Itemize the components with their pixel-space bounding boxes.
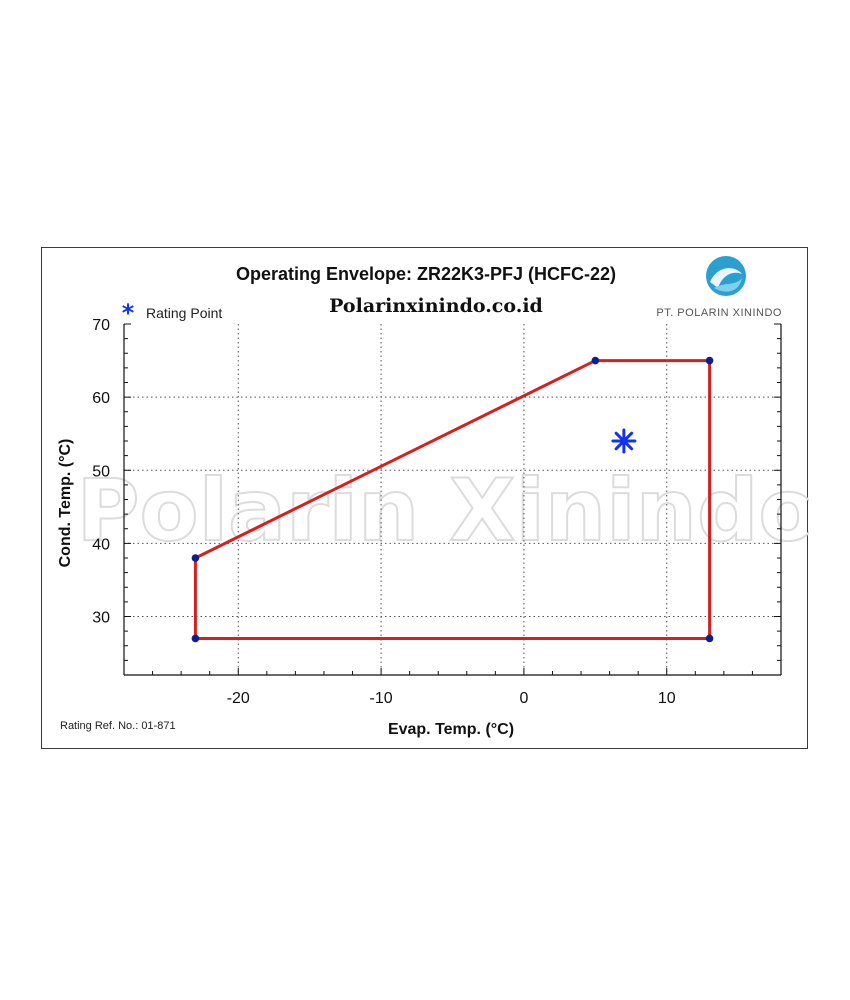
rating-point-marker — [611, 428, 637, 454]
axes-layer: -20 -10 0 10 30 40 50 60 70 — [92, 317, 782, 707]
envelope-vertex-marker — [191, 634, 200, 643]
chart-svg: Polarin Xinindo PT. POLARIN XININDO Oper… — [57, 256, 809, 738]
envelope-vertex-marker — [705, 356, 714, 365]
company-name: PT. POLARIN XININDO — [656, 307, 782, 319]
envelope-vertex-marker — [591, 356, 600, 365]
legend-label-rating-point: Rating Point — [146, 305, 222, 321]
envelope-line — [193, 359, 712, 640]
x-tick-label: 0 — [519, 690, 528, 707]
rating-ref-number: Rating Ref. No.: 01-871 — [60, 720, 176, 732]
legend-marker-asterisk: * — [122, 299, 135, 327]
chart-frame: Polarin Xinindo PT. POLARIN XININDO Oper… — [41, 247, 809, 749]
plot-layer — [191, 356, 714, 643]
y-tick-label: 40 — [92, 536, 110, 553]
company-logo — [706, 256, 746, 296]
watermark-text: Polarin Xinindo — [76, 461, 809, 561]
y-tick-label: 30 — [92, 610, 110, 627]
chart-subtitle: Polarinxinindo.co.id — [329, 295, 543, 317]
x-axis-label: Evap. Temp. (°C) — [388, 721, 514, 738]
envelope-vertex-marker — [191, 554, 200, 562]
rating-point-stroke — [614, 431, 634, 451]
grid-layer — [124, 324, 781, 675]
y-tick-label: 70 — [92, 317, 110, 334]
chart-title: Operating Envelope: ZR22K3-PFJ (HCFC-22) — [236, 264, 616, 284]
y-tick-label: 60 — [92, 390, 110, 407]
x-tick-label: -10 — [370, 690, 393, 707]
x-tick-label: -20 — [227, 690, 250, 707]
x-tick-label: 10 — [658, 690, 676, 707]
y-axis-label: Cond. Temp. (°C) — [57, 439, 74, 568]
y-tick-label: 50 — [92, 463, 110, 480]
envelope-vertex-marker — [705, 634, 714, 643]
legend: * Rating Point — [122, 299, 223, 327]
